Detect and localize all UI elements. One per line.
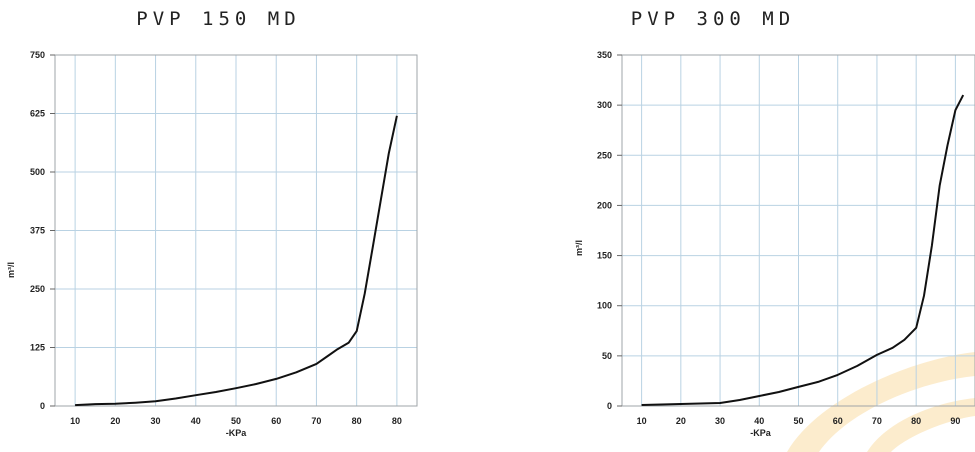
y-tick-label: 200 [597,200,612,210]
y-tick-label: 625 [30,109,45,119]
y-axis-label: m³/l [574,240,584,256]
x-tick-label: 80 [911,416,921,426]
watermark-logo [787,352,975,452]
chart-title: PVP 300 MD [630,8,796,30]
y-tick-label: 250 [597,150,612,160]
x-axis-label: -KPa [226,428,247,438]
chart-title: PVP 150 MD [136,8,301,30]
x-tick-label: 10 [637,416,647,426]
y-tick-label: 250 [30,284,45,294]
y-tick-label: 100 [597,301,612,311]
x-tick-label: 30 [151,416,161,426]
series-line-0 [641,94,965,406]
x-tick-label: 60 [833,416,843,426]
y-tick-label: 750 [30,50,45,60]
x-tick-label: 60 [271,416,281,426]
y-tick-label: 350 [597,50,612,60]
y-tick-label: 0 [40,401,45,411]
y-axis-label: m³/l [6,262,16,278]
x-tick-label: 40 [754,416,764,426]
y-tick-label: 50 [602,351,612,361]
x-tick-label: 90 [950,416,960,426]
x-tick-label: 40 [191,416,201,426]
chart-pvp-300-plot: 0 50 100 150 200 250 300 350 10 20 30 40 50 60 70 80 90 -… [574,50,975,452]
series-line-0 [75,115,398,407]
x-tick-label: 50 [231,416,241,426]
x-tick-label: 50 [793,416,803,426]
x-tick-label: 70 [311,416,321,426]
plot-area-frame [621,54,975,407]
chart-pvp-150-plot: 0 125 250 375 500 625 750 10 20 30 40 50 60 70 80 80 -KP… [6,50,418,438]
x-axis-label: -KPa [750,428,771,438]
x-tick-label: 30 [715,416,725,426]
x-tick-label: 20 [676,416,686,426]
y-tick-label: 125 [30,343,45,353]
x-tick-label: 20 [110,416,120,426]
chart-panel-pvp-150: PVP 150 MD 0 125 250 375 500 625 750 10 20 30 40 50… [0,0,487,452]
x-tick-label: 10 [70,416,80,426]
y-tick-label: 0 [607,401,612,411]
x-tick-label: 70 [872,416,882,426]
x-tick-label: 80 [392,416,402,426]
y-tick-label: 150 [597,251,612,261]
y-tick-label: 375 [30,226,45,236]
chart-panel-pvp-300: PVP 300 MD 0 50 100 150 200 250 300 350 10 20 30 40… [487,0,975,452]
y-tick-label: 300 [597,100,612,110]
x-tick-label: 80 [352,416,362,426]
y-tick-label: 500 [30,167,45,177]
